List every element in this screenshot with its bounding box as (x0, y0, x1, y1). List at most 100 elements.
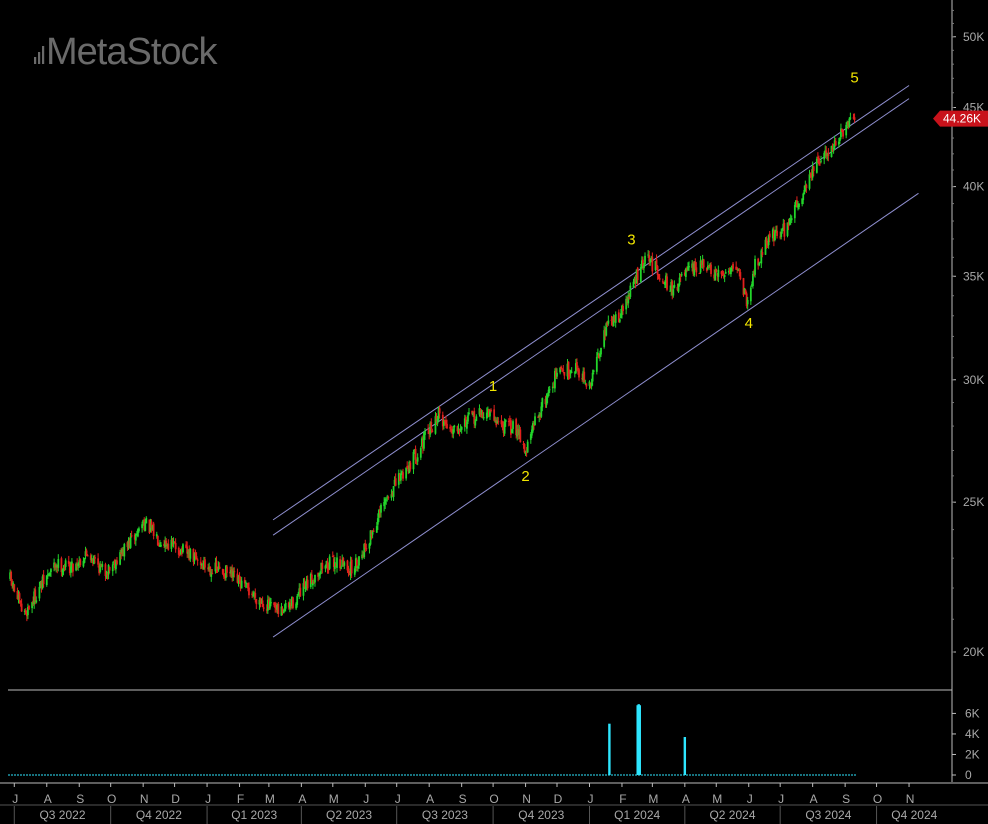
price-bar-body (545, 397, 548, 406)
price-bar-body (759, 261, 762, 263)
price-bar-body (195, 556, 198, 560)
price-bar-body (49, 572, 51, 576)
price-bar-body (803, 189, 806, 195)
price-bar-body (451, 428, 454, 433)
price-bar-body (633, 279, 636, 283)
price-bar-body (86, 555, 89, 557)
price-bar-body (468, 412, 470, 414)
month-label: N (522, 792, 531, 806)
price-bar-body (67, 560, 70, 564)
price-bar-body (485, 412, 488, 419)
price-bar-body (64, 560, 67, 567)
price-bar-body (27, 606, 29, 616)
price-bar-body (436, 418, 439, 424)
price-bar-body (383, 501, 386, 507)
price-bar-body (430, 422, 433, 429)
price-bar-body (225, 565, 227, 578)
price-bar-body (119, 552, 122, 565)
price-bar-body (372, 530, 375, 532)
price-bar-body (355, 559, 358, 567)
price-bar-body (576, 362, 578, 368)
price-bar-body (772, 230, 775, 241)
price-bar-body (664, 281, 666, 285)
price-bar-body (230, 569, 233, 574)
price-bar-body (130, 535, 133, 537)
price-bar-body (853, 117, 856, 120)
price-bar-body (189, 548, 192, 559)
month-label: M (712, 792, 722, 806)
price-bar-body (654, 261, 657, 271)
price-bar-body (620, 313, 622, 319)
quarter-label: Q3 2023 (422, 808, 468, 822)
price-bar-body (607, 320, 610, 324)
price-bar-body (590, 382, 593, 387)
price-bar-body (530, 429, 533, 436)
price-bar-body (144, 522, 147, 532)
price-bar-body (450, 429, 453, 431)
price-bar-body (781, 229, 784, 231)
price-bar-body (802, 193, 805, 201)
price-bar-body (18, 593, 21, 600)
price-bar-body (28, 605, 30, 610)
price-bar-body (160, 544, 162, 547)
price-bar-body (657, 274, 660, 280)
price-bar-body (304, 586, 307, 589)
price-bar-body (370, 530, 373, 537)
price-bar-body (568, 374, 571, 376)
price-bar-body (721, 273, 724, 275)
price-bar-body (84, 551, 87, 557)
price-bar-body (10, 571, 13, 581)
price-bar-body (79, 559, 82, 566)
price-bar-body (97, 558, 100, 565)
price-bar-body (688, 266, 690, 268)
price-bar-body (105, 575, 108, 577)
price-bar-body (69, 566, 72, 573)
price-bar-body (201, 564, 204, 569)
volume-axis: 0 2K 4K 6K (952, 706, 980, 782)
price-bar-body (562, 369, 565, 371)
volume-axis-label: 0 (965, 768, 972, 782)
price-bar-body (636, 267, 639, 280)
price-bar-body (786, 222, 789, 236)
price-bar-body (717, 269, 720, 277)
price-bar-body (541, 398, 544, 408)
price-bar-body (287, 602, 290, 608)
month-label: M (648, 792, 658, 806)
price-bars (9, 112, 856, 622)
price-bar-body (841, 128, 843, 132)
price-bar-body (311, 582, 314, 586)
price-bar-body (13, 584, 16, 592)
price-bar-body (680, 274, 683, 276)
price-bar-body (533, 424, 535, 426)
price-bar-body (217, 566, 220, 570)
price-bar-body (460, 427, 463, 430)
price-bar-body (25, 612, 28, 617)
price-bar-body (611, 319, 614, 325)
logo-text: MetaStock (46, 31, 219, 73)
price-bar-body (605, 323, 608, 336)
panel-frame (0, 0, 988, 806)
price-bar-body (428, 430, 431, 435)
price-bar-body (618, 319, 621, 322)
month-label: N (140, 792, 149, 806)
price-bar-body (9, 572, 11, 579)
price-bar-body (665, 275, 667, 283)
price-bar-body (392, 486, 395, 497)
price-bar-body (193, 553, 196, 562)
price-bar-body (570, 371, 573, 373)
month-label: D (554, 792, 563, 806)
price-bar-body (501, 424, 504, 426)
price-bar-body (706, 265, 709, 270)
price-bar-body (552, 386, 555, 388)
price-bar-body (252, 594, 255, 596)
price-bar-body (164, 541, 167, 548)
price-bar-body (277, 603, 280, 614)
price-bar-body (319, 571, 322, 575)
price-bar-body (815, 158, 818, 173)
price-bar-body (60, 558, 63, 573)
price-bar-body (207, 567, 210, 570)
price-bar-body (397, 473, 400, 485)
price-bar-body (163, 543, 166, 547)
price-bar-body (188, 549, 191, 561)
